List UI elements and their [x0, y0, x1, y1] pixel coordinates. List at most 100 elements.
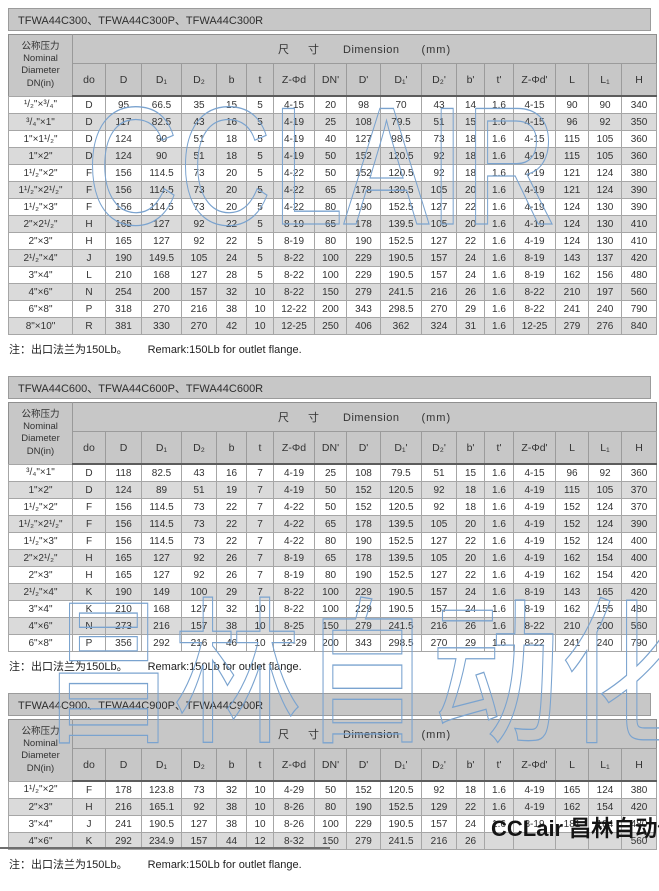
value-cell: 22 — [216, 532, 247, 550]
column-header: D₁' — [380, 748, 422, 782]
value-cell: 15 — [456, 463, 485, 482]
value-cell: 8-19 — [513, 249, 556, 267]
value-cell: 480 — [620, 266, 658, 284]
value-cell: 123.8 — [141, 780, 182, 799]
value-cell: 73 — [181, 780, 217, 799]
value-cell: 5 — [246, 266, 274, 284]
value-cell: 8-26 — [273, 798, 315, 816]
dimension-unit: (mm) — [421, 412, 452, 424]
table-row: 1¹/₂"×3" F 156 114.5 73 20 5 4-22 80 190 152.5 127 2… — [8, 198, 658, 216]
value-cell: 400 — [620, 532, 658, 550]
value-cell: 120.5 — [380, 498, 422, 516]
value-cell: 1.6 — [484, 181, 514, 199]
table-row: 2"×2¹/₂" H 165 127 92 26 7 8-19 65 178 139.5 105 20 1… — [8, 549, 658, 567]
column-header: D₂ — [181, 748, 217, 782]
value-cell: 115 — [555, 147, 589, 165]
value-cell: 165 — [105, 566, 142, 584]
value-cell: 22 — [216, 232, 247, 250]
value-cell: 124 — [555, 232, 589, 250]
value-cell: 124 — [588, 532, 622, 550]
size-cell: 6"×8" — [8, 300, 73, 318]
value-cell: 12-22 — [273, 300, 315, 318]
column-header: D — [105, 748, 142, 782]
value-cell: 15 — [456, 113, 485, 131]
value-cell: 38 — [216, 300, 247, 318]
dimension-header: 尺 寸 Dimension (mm) — [72, 402, 657, 432]
value-cell: 10 — [246, 283, 274, 301]
size-cell: 8"×10" — [8, 317, 73, 335]
value-cell: 65 — [314, 181, 347, 199]
value-cell: 1.6 — [484, 780, 514, 799]
value-cell: 127 — [141, 566, 182, 584]
value-cell: F — [72, 780, 106, 799]
value-cell: 200 — [141, 283, 182, 301]
table-row: 4"×6" K 292 234.9 157 44 12 8-32 150 279 241.5 216 2… — [8, 832, 658, 850]
column-header: b' — [456, 431, 485, 465]
value-cell: 20 — [456, 181, 485, 199]
size-cell: 4"×6" — [8, 832, 73, 850]
value-cell: 124 — [105, 147, 142, 165]
value-cell: 279 — [346, 832, 381, 850]
column-header: b' — [456, 748, 485, 782]
value-cell: 380 — [620, 164, 658, 182]
value-cell: 92 — [421, 164, 457, 182]
value-cell: 7 — [246, 498, 274, 516]
value-cell: 10 — [246, 780, 274, 799]
table-row: 2"×3" H 165 127 92 26 7 8-19 80 190 152.5 127 22 1.6 4… — [8, 566, 658, 584]
value-cell: 216 — [421, 617, 457, 635]
value-cell: 1.6 — [484, 549, 514, 567]
value-cell: 115 — [555, 130, 589, 148]
value-cell: 279 — [346, 283, 381, 301]
value-cell: 26 — [216, 549, 247, 567]
value-cell: 73 — [181, 181, 217, 199]
value-cell: 1.6 — [484, 300, 514, 318]
value-cell: 127 — [181, 266, 217, 284]
value-cell: 254 — [105, 283, 142, 301]
value-cell: 152 — [346, 481, 381, 499]
spec-table-section: TFWA44C900、TFWA44C900P、TFWA44C900R 公称压力 … — [8, 693, 658, 871]
table-note: 注：出口法兰为150Lb。 Remark:150Lb for outlet fla… — [9, 341, 651, 356]
value-cell: 190 — [346, 198, 381, 216]
value-cell: 560 — [620, 617, 658, 635]
column-header: D — [105, 63, 142, 97]
value-cell: 26 — [456, 283, 485, 301]
value-cell: 216 — [181, 634, 217, 652]
value-cell: 4-19 — [273, 147, 315, 165]
value-cell: 82.5 — [141, 463, 182, 482]
table-row: 1¹/₂"×2¹/₂" F 156 114.5 73 20 5 4-22 65 178 139.5 1… — [8, 181, 658, 199]
cclair-logo: CCLair 昌林自动化 — [491, 816, 659, 841]
value-cell: 390 — [620, 198, 658, 216]
value-cell: 1.6 — [484, 532, 514, 550]
value-cell: 4-19 — [513, 549, 556, 567]
value-cell: 4-22 — [273, 198, 315, 216]
value-cell: 162 — [555, 566, 589, 584]
value-cell: D — [72, 463, 106, 482]
column-header: D₂ — [181, 431, 217, 465]
note-chinese: 注：出口法兰为150Lb。 — [9, 859, 128, 871]
value-cell: 200 — [314, 300, 347, 318]
value-cell: 80 — [314, 798, 347, 816]
value-cell: 1.6 — [484, 215, 514, 233]
value-cell: 241 — [555, 300, 589, 318]
value-cell: 370 — [620, 498, 658, 516]
value-cell: 7 — [246, 566, 274, 584]
value-cell: 121 — [555, 164, 589, 182]
value-cell: 32 — [216, 283, 247, 301]
value-cell: 28 — [216, 266, 247, 284]
value-cell: 105 — [588, 481, 622, 499]
value-cell: 130 — [588, 198, 622, 216]
value-cell: F — [72, 515, 106, 533]
column-header: D₁ — [141, 748, 182, 782]
column-header: b — [216, 431, 247, 465]
value-cell: 178 — [346, 515, 381, 533]
value-cell: 124 — [588, 515, 622, 533]
column-header: t' — [484, 748, 514, 782]
value-cell: 26 — [456, 617, 485, 635]
value-cell: 1.6 — [484, 147, 514, 165]
value-cell: 127 — [421, 232, 457, 250]
column-header: Z-Φd — [273, 63, 315, 97]
column-header: t — [246, 63, 274, 97]
value-cell: 50 — [314, 481, 347, 499]
column-header: D' — [346, 63, 381, 97]
value-cell: 4-19 — [513, 515, 556, 533]
